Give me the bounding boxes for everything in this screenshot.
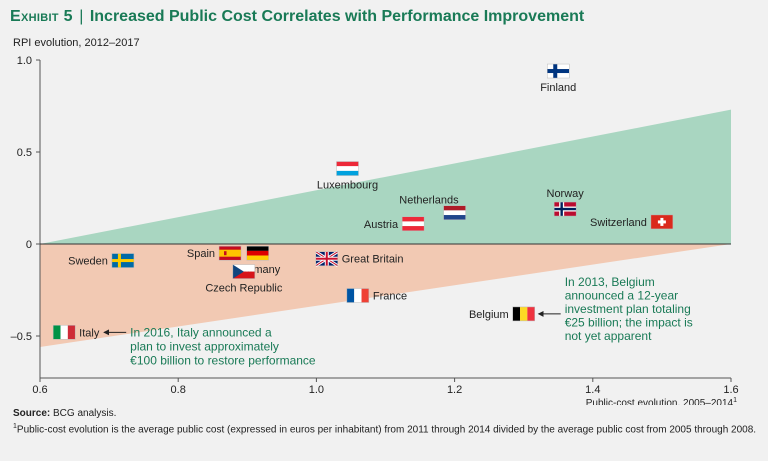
label-sweden: Sweden [68,256,108,268]
y-axis-label: RPI evolution, 2012–2017 [13,37,140,49]
chart-footer: Source: BCG analysis. 1Public-cost evolu… [13,407,758,436]
label-czech-republic: Czech Republic [205,283,283,295]
flag-switzerland [650,214,674,230]
scatter-chart: 1.0 0.5 0 –0.5 0.6 0.8 1.0 1.2 1.4 1.6Public-cost… [11,55,739,405]
flag-belgium [512,306,535,322]
x-tick-label: 1.6 [723,384,738,396]
italy-annotation-line: In 2016, Italy announced a [130,325,272,339]
flag-italy [52,325,76,340]
flag-norway [553,201,577,217]
y-tick-label: 0 [26,239,32,251]
footnote: 1Public-cost evolution is the average pu… [13,420,758,436]
belgium-annotation-line: not yet apparent [565,329,652,343]
x-tick-label: 1.0 [309,384,324,396]
label-austria: Austria [364,219,399,231]
label-belgium: Belgium [469,309,509,321]
flag-sweden [111,253,135,268]
label-great-britain: Great Britain [342,254,404,266]
belgium-annotation-line: €25 billion; the impact is [565,315,693,329]
exhibit-title: Exhibit 5 | Increased Public Cost Correl… [10,8,584,26]
label-switzerland: Switzerland [590,217,647,229]
y-tick-label: 1.0 [17,55,32,67]
italy-annotation-line: €100 billion to restore performance [130,353,316,367]
flag-luxembourg [336,161,359,176]
label-france: France [373,291,407,303]
label-spain: Spain [187,248,215,260]
x-axis-label-footnote: 1 [733,397,737,404]
y-tick-label: 0.5 [17,147,32,159]
y-tick-label: –0.5 [11,331,32,343]
footnote-mark: 1 [13,423,17,430]
exhibit-number: Exhibit 5 [10,8,73,25]
footnote-text: Public-cost evolution is the average pub… [16,424,757,436]
source-text: BCG analysis. [53,408,117,419]
flag-czech-republic [232,264,256,279]
flag-netherlands [443,205,466,220]
title-separator: | [74,8,88,25]
source-label: Source: [13,408,51,419]
x-tick-label: 1.2 [447,384,462,396]
flag-finland [547,63,570,79]
x-axis-label: Public-cost evolution, 2005–20141 [586,397,737,405]
label-luxembourg: Luxembourg [317,180,378,192]
chart-title: Increased Public Cost Correlates with Pe… [89,8,585,25]
x-tick-label: 0.8 [171,384,186,396]
flag-france [346,288,370,303]
band-lower [40,244,731,348]
label-netherlands: Netherlands [399,195,459,207]
label-finland: Finland [540,82,576,94]
italy-annotation-line: plan to invest approximately [130,339,279,353]
x-tick-label: 0.6 [32,384,47,396]
flag-germany [246,245,269,261]
x-tick-label: 1.4 [585,384,600,396]
label-norway: Norway [547,188,585,200]
flag-austria [401,216,425,232]
belgium-annotation-line: investment plan totaling [565,302,691,316]
label-italy: Italy [79,327,100,339]
source-note: Source: BCG analysis. [13,407,758,420]
belgium-annotation-line: announced a 12-year [565,288,678,302]
flag-spain [218,245,242,261]
belgium-annotation-line: In 2013, Belgium [565,275,655,289]
flag-great-britain [314,250,339,267]
